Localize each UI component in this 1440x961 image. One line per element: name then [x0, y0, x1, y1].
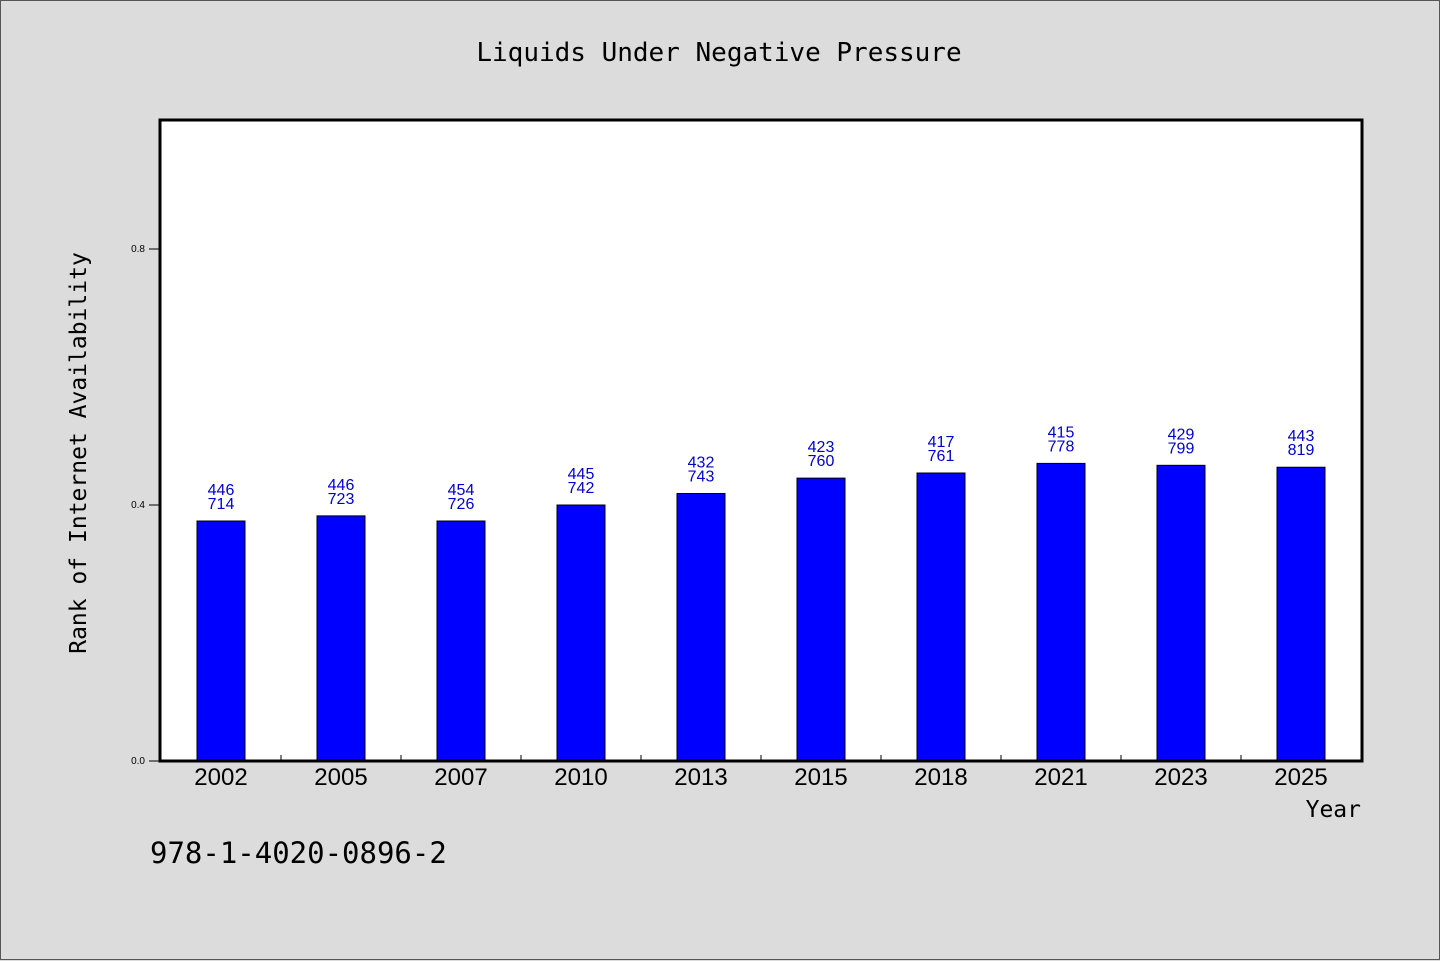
bar-2010 [556, 504, 606, 762]
data-label-2002-line1: 446 [208, 482, 235, 499]
y-axis-ticks: 0.0 0.4 0.8 [131, 244, 161, 767]
x-tick-label-2013: 2013 [674, 764, 727, 791]
data-label-2018-line1: 417 [928, 434, 955, 451]
x-tick-label-2010: 2010 [554, 764, 607, 791]
data-label-2025-line2: 819 [1288, 442, 1315, 459]
y-tick-label-0.8: 0.8 [131, 244, 145, 255]
data-label-2015-line1: 423 [808, 439, 835, 456]
data-label-2025-line1: 443 [1288, 428, 1315, 445]
data-label-2021-line2: 778 [1048, 438, 1075, 455]
x-tick-label-2021: 2021 [1034, 764, 1087, 791]
bar-2013 [676, 492, 726, 762]
y-tick-label-0.4: 0.4 [131, 500, 145, 511]
data-labels-layer: 4467144467234547264457424327434237604177… [208, 424, 1315, 513]
y-tick-label-0.0: 0.0 [131, 756, 145, 767]
bar-2023 [1156, 464, 1206, 762]
x-tick-label-2002: 2002 [194, 764, 247, 791]
x-tick-label-2025: 2025 [1274, 764, 1327, 791]
bar-2005 [316, 515, 366, 762]
x-tick-label-2007: 2007 [434, 764, 487, 791]
x-tick-label-2018: 2018 [914, 764, 967, 791]
bar-2025 [1276, 466, 1326, 762]
data-label-2023-line2: 799 [1168, 440, 1195, 457]
x-tick-label-2015: 2015 [794, 764, 847, 791]
chart-title: Liquids Under Negative Pressure [476, 38, 961, 68]
data-label-2015-line2: 760 [808, 453, 835, 470]
plot-frame [158, 118, 1364, 763]
data-label-2010-line2: 742 [568, 480, 595, 497]
data-label-2005-line1: 446 [328, 477, 355, 494]
data-label-2018-line2: 761 [928, 448, 955, 465]
x-axis-ticks: 2002 2005 2007 2010 2013 2015 2018 2021 2023 2025 [194, 755, 1328, 791]
bar-2002 [196, 520, 246, 762]
data-label-2005-line2: 723 [328, 491, 355, 508]
data-label-2023-line1: 429 [1168, 426, 1195, 443]
x-tick-label-2005: 2005 [314, 764, 367, 791]
data-label-2010-line1: 445 [568, 466, 595, 483]
x-tick-label-2023: 2023 [1154, 764, 1207, 791]
data-label-2013-line2: 743 [688, 468, 715, 485]
data-label-2013-line1: 432 [688, 454, 715, 471]
isbn-footer: 978-1-4020-0896-2 [150, 836, 447, 870]
bar-2015 [796, 477, 846, 762]
bar-2007 [436, 520, 486, 762]
bar-2021 [1036, 462, 1086, 762]
bar-2018 [916, 472, 966, 762]
data-label-2002-line2: 714 [208, 496, 235, 513]
y-axis-label: Rank of Internet Availability [66, 252, 92, 654]
x-axis-label: Year [1306, 797, 1361, 823]
data-label-2021-line1: 415 [1048, 424, 1075, 441]
data-label-2007-line1: 454 [448, 482, 475, 499]
data-label-2007-line2: 726 [448, 496, 475, 513]
bars-layer [196, 462, 1326, 762]
